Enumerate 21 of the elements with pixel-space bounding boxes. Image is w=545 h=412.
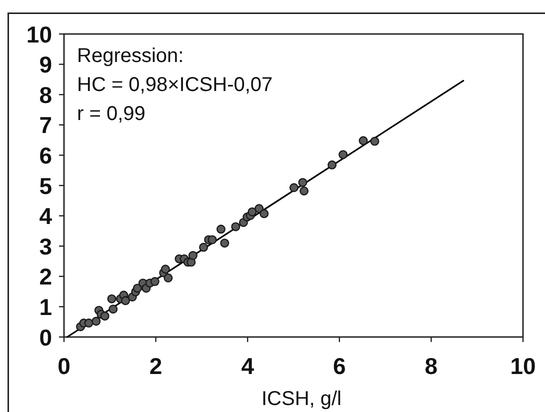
x-tick-label: 6 [333,353,346,379]
y-tick-label: 10 [26,21,52,48]
x-tick-label: 0 [58,353,70,379]
y-tick-label: 7 [39,112,52,138]
x-tick-label: 2 [149,353,162,379]
y-tick-label: 6 [39,142,52,168]
y-tick-label: 4 [39,203,52,230]
y-tick-label: 9 [39,52,52,78]
x-tick-label: 10 [510,353,536,379]
annotation: Regression: [77,45,184,67]
y-tick-label: 2 [39,264,52,290]
x-tick-label: 4 [241,353,254,379]
y-tick-label: 1 [39,294,52,320]
y-tick-label: 5 [39,172,52,199]
annotation: HC = 0,98×ICSH-0,07 [77,74,273,96]
y-tick-label: 8 [39,82,52,108]
y-tick-label: 0 [39,324,52,350]
y-tick-label: 3 [39,233,52,260]
annotation: r = 0,99 [77,103,146,125]
x-tick-label: 8 [424,353,438,379]
x-axis-title: ICSH, g/l [261,388,342,410]
